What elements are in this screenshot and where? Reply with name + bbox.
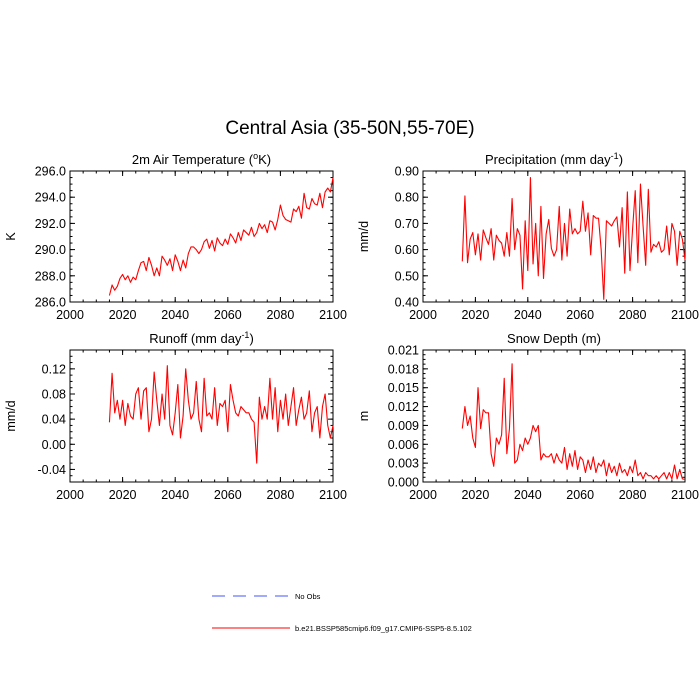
x-tick-label: 2040 [514, 308, 542, 322]
x-tick-label: 2020 [109, 488, 137, 502]
y-tick-label: 0.60 [395, 243, 419, 257]
x-tick-label: 2000 [409, 488, 437, 502]
y-tick-label: 0.00 [42, 438, 66, 452]
legend-label-no-obs: No Obs [295, 592, 321, 601]
y-axis-label: m [357, 411, 371, 421]
x-tick-label: 2000 [409, 308, 437, 322]
y-tick-label: 0.80 [395, 191, 419, 205]
series-line-air-temperature [108, 177, 334, 296]
y-tick-label: 0.009 [388, 419, 419, 433]
x-tick-label: 2040 [514, 488, 542, 502]
panels-group: 2000 2020 2040 2060 2080 2100 286.0 288.0 290.0 2… [4, 151, 699, 502]
legend-label-model: b.e21.BSSP585cmip6.f09_g17.CMIP6-SSP5-8.… [295, 624, 472, 633]
y-tick-label: 0.70 [395, 217, 419, 231]
x-tick-label: 2000 [56, 488, 84, 502]
y-tick-label: 0.08 [42, 388, 66, 402]
panel-air-temperature: 2000 2020 2040 2060 2080 2100 286.0 288.0 290.0 2… [4, 151, 347, 322]
y-tick-label: -0.04 [38, 463, 67, 477]
panel-title: Snow Depth (m) [507, 331, 601, 346]
x-tick-label: 2040 [161, 308, 189, 322]
x-tick-label: 2000 [56, 308, 84, 322]
series-line-snow-depth [461, 363, 686, 481]
x-tick-label: 2060 [566, 488, 594, 502]
x-tick-label: 2080 [266, 308, 294, 322]
x-tick-label: 2060 [566, 308, 594, 322]
legend: No Obs b.e21.BSSP585cmip6.f09_g17.CMIP6-… [212, 592, 472, 633]
y-axis-label: K [4, 232, 18, 241]
y-axis-label: mm/d [4, 400, 18, 431]
y-tick-label: 294.0 [35, 191, 66, 205]
x-tick-label: 2100 [671, 488, 699, 502]
y-tick-label: 296.0 [35, 165, 66, 179]
y-tick-label: 0.006 [388, 438, 419, 452]
x-tick-label: 2080 [619, 488, 647, 502]
figure-title: Central Asia (35-50N,55-70E) [225, 118, 474, 139]
y-tick-label: 0.90 [395, 165, 419, 179]
x-tick-label: 2060 [214, 308, 242, 322]
x-tick-label: 2060 [214, 488, 242, 502]
y-tick-label: 0.018 [388, 362, 419, 376]
x-tick-label: 2020 [109, 308, 137, 322]
y-tick-label: 292.0 [35, 217, 66, 231]
x-tick-label: 2020 [461, 488, 489, 502]
panel-title: 2m Air Temperature (oK) [132, 151, 271, 167]
y-tick-label: 0.012 [388, 400, 419, 414]
y-tick-label: 0.40 [395, 296, 419, 310]
panel-title: Precipitation (mm day-1) [485, 151, 623, 167]
y-tick-label: 0.015 [388, 381, 419, 395]
panel-runoff: 2000 2020 2040 2060 2080 2100 -0.04 0.00 0.04 0.0… [4, 330, 347, 502]
x-tick-label: 2100 [319, 308, 347, 322]
series-line-runoff [108, 365, 334, 464]
panel-title: Runoff (mm day-1) [149, 330, 254, 346]
y-tick-label: 0.50 [395, 269, 419, 283]
series-line-precipitation [461, 177, 686, 300]
panel-snow-depth: 2000 2020 2040 2060 2080 2100 0.000 0.003 0.006 0… [357, 331, 699, 502]
y-axis-label: mm/d [357, 221, 371, 252]
y-tick-label: 290.0 [35, 243, 66, 257]
panel-precipitation: 2000 2020 2040 2060 2080 2100 0.40 0.50 0.60 0.70… [357, 151, 699, 322]
y-tick-label: 0.003 [388, 457, 419, 471]
x-tick-label: 2080 [619, 308, 647, 322]
y-tick-label: 0.000 [388, 476, 419, 490]
y-tick-label: 288.0 [35, 269, 66, 283]
y-tick-label: 0.12 [42, 362, 66, 376]
y-tick-label: 0.04 [42, 413, 66, 427]
x-tick-label: 2100 [319, 488, 347, 502]
x-tick-label: 2020 [461, 308, 489, 322]
y-tick-label: 286.0 [35, 296, 66, 310]
x-tick-label: 2080 [266, 488, 294, 502]
x-tick-label: 2100 [671, 308, 699, 322]
y-tick-label: 0.021 [388, 344, 419, 358]
x-tick-label: 2040 [161, 488, 189, 502]
